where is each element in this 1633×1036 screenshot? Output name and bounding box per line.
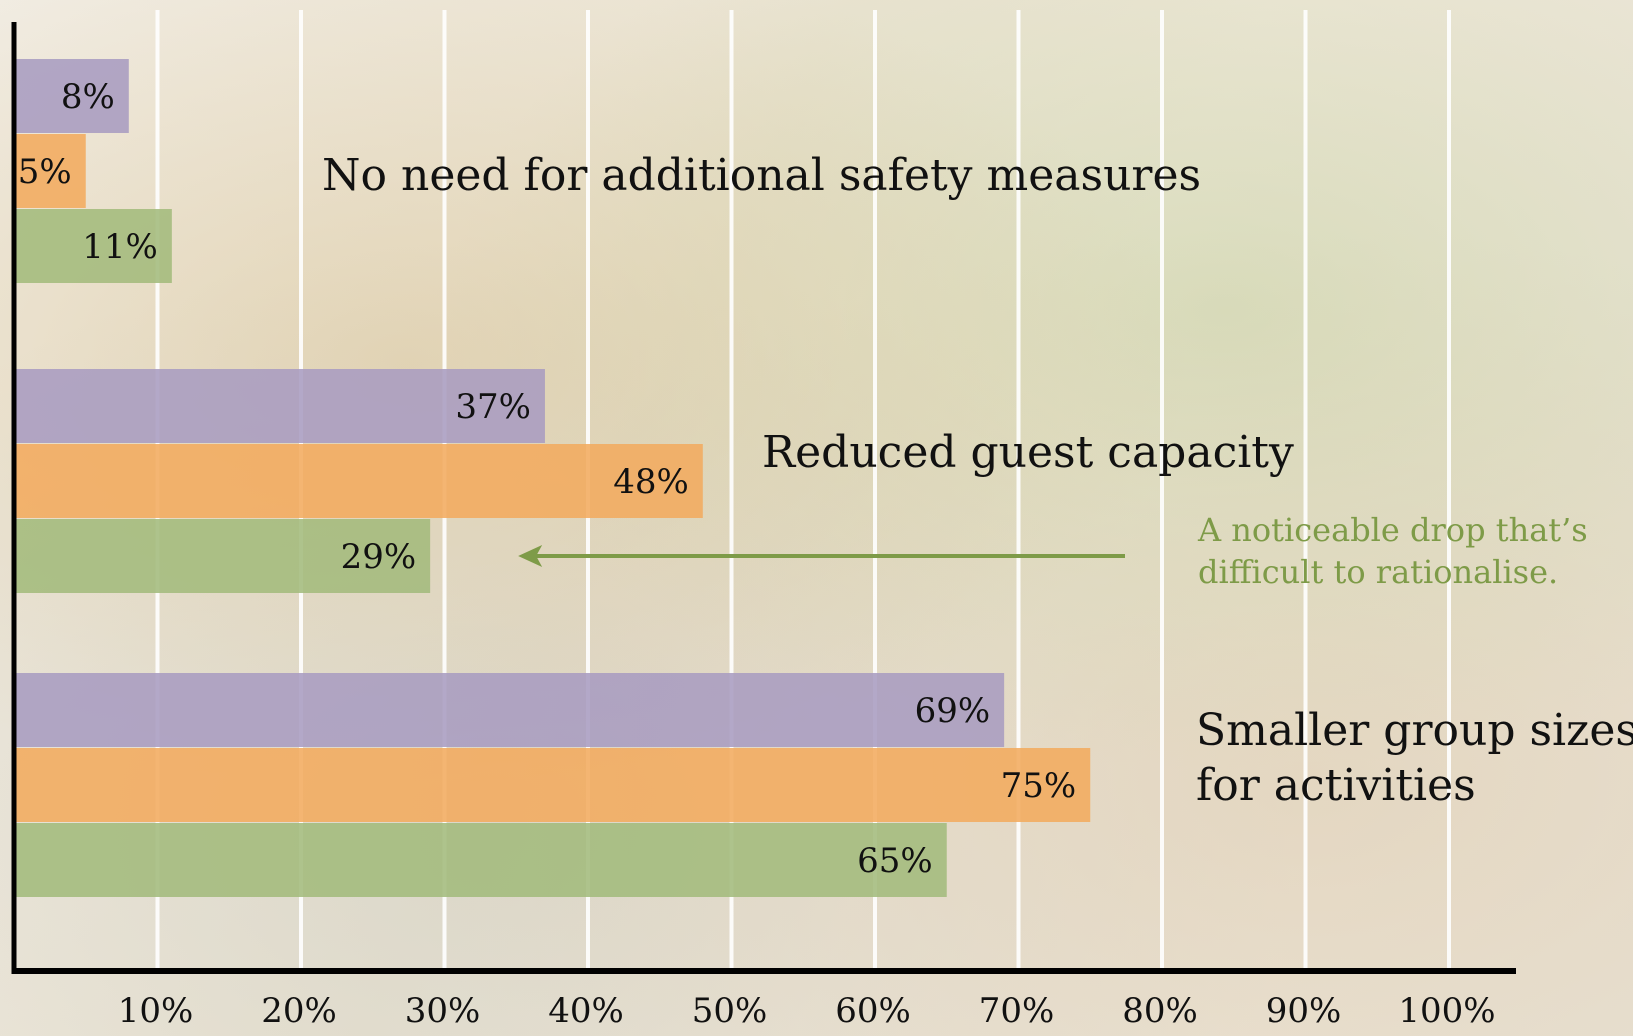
bar — [14, 134, 86, 208]
bar-value-label: 75% — [1001, 766, 1077, 806]
category-label: Reduced guest capacity — [762, 427, 1294, 478]
annotation-text-line: difficult to rationalise. — [1198, 553, 1558, 591]
bar-value-label: 11% — [82, 227, 158, 267]
bar — [14, 823, 947, 897]
category-labels: No need for additional safety measures Re… — [322, 150, 1633, 811]
bar — [14, 519, 431, 593]
category-label: No need for additional safety measures — [322, 150, 1201, 201]
category-label-line: Reduced guest capacity — [762, 427, 1294, 478]
x-tick-label: 100% — [1398, 991, 1495, 1031]
category-label-line: Smaller group sizes — [1196, 705, 1633, 756]
x-tick-label: 20% — [261, 991, 337, 1031]
annotation: A noticeable drop that’s difficult to rat… — [518, 511, 1588, 591]
bar-value-label: 29% — [341, 537, 417, 577]
bar — [14, 59, 129, 133]
annotation-text-line: A noticeable drop that’s — [1197, 511, 1588, 549]
x-tick-label: 70% — [979, 991, 1055, 1031]
x-tick-label: 50% — [692, 991, 768, 1031]
bar-value-label: 5% — [18, 152, 72, 192]
x-tick-label: 40% — [548, 991, 624, 1031]
bar — [14, 369, 545, 443]
bar — [14, 444, 703, 518]
axes — [11, 22, 1516, 974]
x-tick-label: 30% — [405, 991, 481, 1031]
x-tick-label: 10% — [118, 991, 194, 1031]
category-label: Smaller group sizes for activities — [1196, 705, 1633, 811]
bar-value-label: 48% — [613, 462, 689, 502]
x-tick-label: 80% — [1122, 991, 1198, 1031]
bar — [14, 673, 1005, 747]
bars — [14, 59, 1091, 897]
bar-value-label: 69% — [915, 691, 991, 731]
annotation-text: A noticeable drop that’s difficult to rat… — [1197, 511, 1588, 591]
x-tick-label: 60% — [835, 991, 911, 1031]
x-tick-labels: 10% 20% 30% 40% 50% 60% 70% 80% 90% 100% — [118, 991, 1496, 1031]
bar-value-label: 37% — [455, 387, 531, 427]
bar-labels: 8% 5%11% 37% 48% 29% 69%75% 65% — [18, 77, 1076, 881]
annotation-arrowhead — [518, 545, 543, 567]
bar-value-label: 8% — [61, 77, 115, 117]
gridlines — [155, 10, 1451, 971]
category-label-line: No need for additional safety measures — [322, 150, 1201, 201]
category-label-line: for activities — [1196, 760, 1476, 811]
x-tick-label: 90% — [1266, 991, 1342, 1031]
bar — [14, 748, 1091, 822]
bar-value-label: 65% — [857, 841, 933, 881]
bar — [14, 209, 172, 283]
